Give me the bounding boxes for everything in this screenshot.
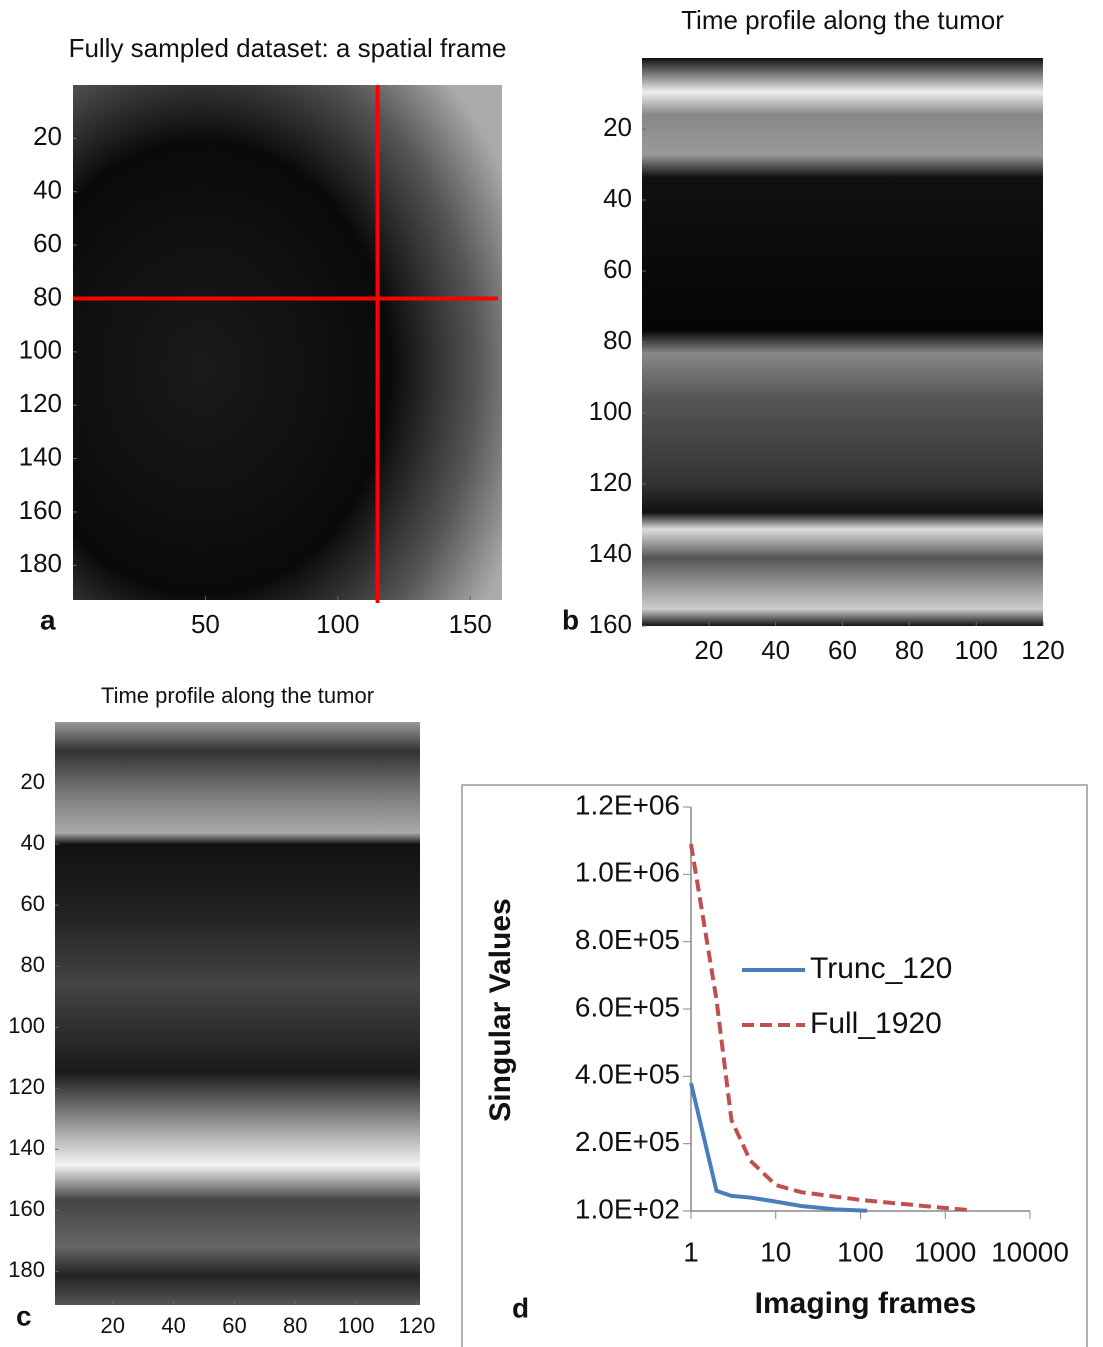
y-tick-label: 4.0E+05 xyxy=(575,1059,680,1090)
x-tick-label: 100 xyxy=(837,1236,884,1267)
y-tick-label: 80 xyxy=(21,952,45,977)
x-tick-label: 40 xyxy=(161,1313,185,1338)
panel-label: b xyxy=(562,604,579,635)
y-tick-label: 100 xyxy=(8,1013,45,1038)
y-tick-label: 2.0E+05 xyxy=(575,1126,680,1157)
y-tick-label: 160 xyxy=(589,609,632,639)
y-tick-label: 1.2E+06 xyxy=(575,789,680,820)
y-tick-label: 40 xyxy=(33,175,62,205)
x-tick-label: 60 xyxy=(828,635,857,665)
y-tick-label: 180 xyxy=(8,1257,45,1282)
x-tick-label: 80 xyxy=(283,1313,307,1338)
y-axis-title: Singular Values xyxy=(484,898,517,1121)
x-axis-title: Imaging frames xyxy=(755,1287,977,1320)
panel-title: Fully sampled dataset: a spatial frame xyxy=(69,33,507,63)
panel-title: Time profile along the tumor xyxy=(681,5,1004,35)
x-tick-label: 120 xyxy=(399,1313,436,1338)
y-tick-label: 120 xyxy=(8,1074,45,1099)
y-tick-label: 60 xyxy=(33,228,62,258)
x-tick-label: 10 xyxy=(760,1236,791,1267)
x-tick-label: 80 xyxy=(895,635,924,665)
panel-label: c xyxy=(16,1300,32,1331)
y-tick-label: 80 xyxy=(33,281,62,311)
image xyxy=(642,58,1043,626)
x-tick-label: 100 xyxy=(338,1313,375,1338)
x-tick-label: 120 xyxy=(1021,635,1064,665)
x-tick-label: 40 xyxy=(761,635,790,665)
legend-label: Full_1920 xyxy=(810,1007,942,1040)
series-line xyxy=(689,1082,868,1213)
y-tick-label: 6.0E+05 xyxy=(575,991,680,1022)
y-tick-label: 20 xyxy=(33,121,62,151)
y-tick-label: 100 xyxy=(19,335,62,365)
y-tick-label: 1.0E+06 xyxy=(575,857,680,888)
y-tick-label: 60 xyxy=(21,891,45,916)
panel-label: d xyxy=(512,1292,529,1323)
y-tick-label: 20 xyxy=(21,769,45,794)
x-tick-label: 100 xyxy=(316,609,359,639)
x-tick-label: 100 xyxy=(954,635,997,665)
x-tick-label: 60 xyxy=(222,1313,246,1338)
y-tick-label: 160 xyxy=(19,495,62,525)
image xyxy=(73,85,502,600)
x-tick-label: 20 xyxy=(694,635,723,665)
legend-label: Trunc_120 xyxy=(810,952,952,985)
x-tick-label: 50 xyxy=(191,609,220,639)
y-tick-label: 40 xyxy=(603,183,632,213)
y-tick-label: 80 xyxy=(603,325,632,355)
x-tick-label: 1 xyxy=(683,1236,699,1267)
y-tick-label: 8.0E+05 xyxy=(575,924,680,955)
panel-label: a xyxy=(40,604,56,635)
x-tick-label: 20 xyxy=(101,1313,125,1338)
y-tick-label: 60 xyxy=(603,254,632,284)
chart-frame xyxy=(461,784,1088,1347)
x-tick-label: 150 xyxy=(449,609,492,639)
y-tick-label: 140 xyxy=(19,441,62,471)
y-tick-label: 120 xyxy=(589,467,632,497)
x-tick-label: 1000 xyxy=(914,1236,976,1267)
y-tick-label: 1.0E+02 xyxy=(575,1193,680,1224)
y-tick-label: 180 xyxy=(19,548,62,578)
x-tick-label: 10000 xyxy=(991,1236,1069,1267)
image xyxy=(55,722,420,1305)
series-line xyxy=(689,843,970,1213)
y-tick-label: 40 xyxy=(21,830,45,855)
y-tick-label: 20 xyxy=(603,112,632,142)
y-tick-label: 120 xyxy=(19,388,62,418)
y-tick-label: 140 xyxy=(589,538,632,568)
y-tick-label: 100 xyxy=(589,396,632,426)
panel-title: Time profile along the tumor xyxy=(101,683,374,708)
y-tick-label: 140 xyxy=(8,1135,45,1160)
y-tick-label: 160 xyxy=(8,1196,45,1221)
